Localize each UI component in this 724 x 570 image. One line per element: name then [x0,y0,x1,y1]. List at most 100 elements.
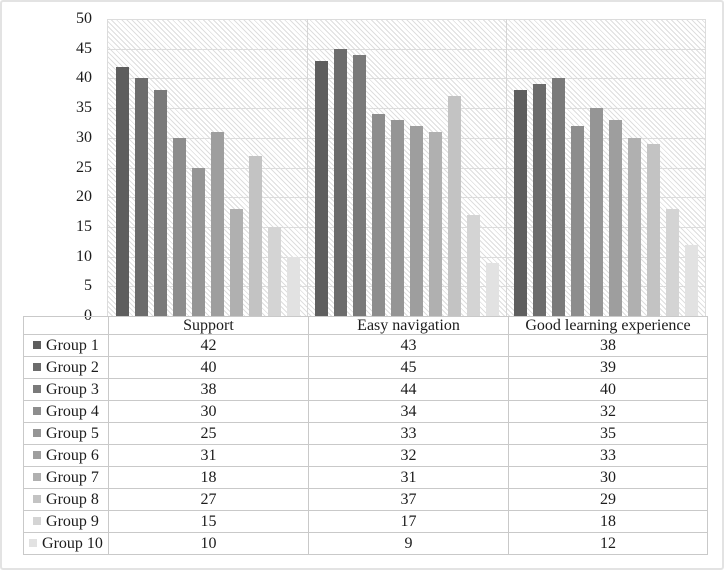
bar-group-9 [466,215,480,316]
bar-group-8 [248,155,262,316]
bar-group-3 [551,78,565,316]
bar-group-1 [314,60,328,316]
legend-marker-icon [33,428,42,437]
table-row: Group 4 30 34 32 [23,400,708,423]
value-cell: 44 [308,378,509,401]
gridline [108,48,705,50]
table-body: Group 1 42 43 38 Group 2 40 45 39 Group 3 38 44 40 G… [23,334,708,555]
value-cell: 40 [508,378,708,401]
legend-label: Group 1 [46,336,99,354]
value-cell: 29 [508,488,708,511]
legend-label: Group 4 [46,402,99,420]
bar-group-3 [153,90,167,316]
legend-cell: Group 1 [23,334,109,357]
plot-area [107,19,706,316]
value-cell: 33 [508,444,708,467]
value-cell: 32 [308,444,509,467]
bar-cluster-2 [307,19,506,316]
bar-group-2 [134,78,148,316]
legend-label: Group 3 [46,380,99,398]
gridline [108,137,705,139]
bar-group-2 [333,48,347,316]
legend-cell: Group 8 [23,488,109,511]
legend-label: Group 10 [42,534,103,552]
bar-group-4 [371,114,385,316]
bar-group-1 [115,66,129,316]
table-row: Group 5 25 33 35 [23,422,708,445]
y-tick-label: 10 [76,247,92,265]
value-cell: 39 [508,356,708,379]
value-cell: 32 [508,400,708,423]
legend-marker-icon [33,516,42,525]
table-row: Group 6 31 32 33 [23,444,708,467]
value-cell: 17 [308,510,509,533]
y-tick-label: 45 [76,39,92,57]
bar-group-10 [684,244,698,316]
legend-cell: Group 3 [23,378,109,401]
gridline [108,256,705,258]
legend-cell: Group 7 [23,466,109,489]
y-axis: 0 5 10 15 20 25 30 35 40 45 50 [2,10,92,324]
legend-marker-icon [33,472,42,481]
bar-group-2 [532,84,546,316]
bar-group-7 [229,209,243,316]
legend-marker-icon [33,494,42,503]
legend-cell: Group 6 [23,444,109,467]
table-row: Group 10 10 9 12 [23,532,708,555]
column-header: Support [108,316,309,335]
bar-group-9 [665,209,679,316]
value-cell: 45 [308,356,509,379]
legend-marker-icon [33,450,42,459]
value-cell: 10 [108,532,309,555]
legend-label: Group 6 [46,446,99,464]
bar-group-7 [428,131,442,316]
table-row: Group 1 42 43 38 [23,334,708,357]
table-row: Group 3 38 44 40 [23,378,708,401]
gridline [108,78,705,80]
value-cell: 12 [508,532,708,555]
value-cell: 27 [108,488,309,511]
gridline [108,226,705,228]
gridline [108,197,705,199]
bar-group-6 [210,131,224,316]
value-cell: 18 [108,466,309,489]
bar-group-8 [646,143,660,316]
y-tick-label: 40 [76,69,92,87]
legend-marker-icon [33,362,42,371]
bar-group-10 [485,262,499,316]
table-row: Group 9 15 17 18 [23,510,708,533]
bar-group-9 [267,226,281,316]
legend-cell: Group 9 [23,510,109,533]
table-row: Group 2 40 45 39 [23,356,708,379]
value-cell: 42 [108,334,309,357]
legend-label: Group 5 [46,424,99,442]
bar-group-5 [191,167,205,316]
value-cell: 30 [508,466,708,489]
value-cell: 15 [108,510,309,533]
y-tick-label: 25 [76,158,92,176]
value-cell: 31 [108,444,309,467]
legend-label: Group 8 [46,490,99,508]
y-tick-label: 35 [76,99,92,117]
value-cell: 37 [308,488,509,511]
bar-group-4 [172,137,186,316]
legend-cell: Group 10 [23,532,109,555]
value-cell: 38 [508,334,708,357]
value-cell: 18 [508,510,708,533]
y-tick-label: 0 [84,307,92,324]
bar-cluster-1 [108,19,307,316]
y-tick-label: 15 [76,217,92,235]
column-header: Good learning experience [508,316,708,335]
value-cell: 35 [508,422,708,445]
table-head-row: Support Easy navigation Good learning expe… [23,316,708,335]
table-corner-cell [23,316,109,335]
table-row: Group 8 27 37 29 [23,488,708,511]
value-cell: 30 [108,400,309,423]
legend-marker-icon [33,340,42,349]
bar-cluster-3 [506,19,705,316]
legend-marker-icon [29,538,38,547]
value-cell: 43 [308,334,509,357]
legend-cell: Group 5 [23,422,109,445]
y-tick-label: 5 [84,277,92,295]
data-table: Support Easy navigation Good learning expe… [23,316,708,555]
